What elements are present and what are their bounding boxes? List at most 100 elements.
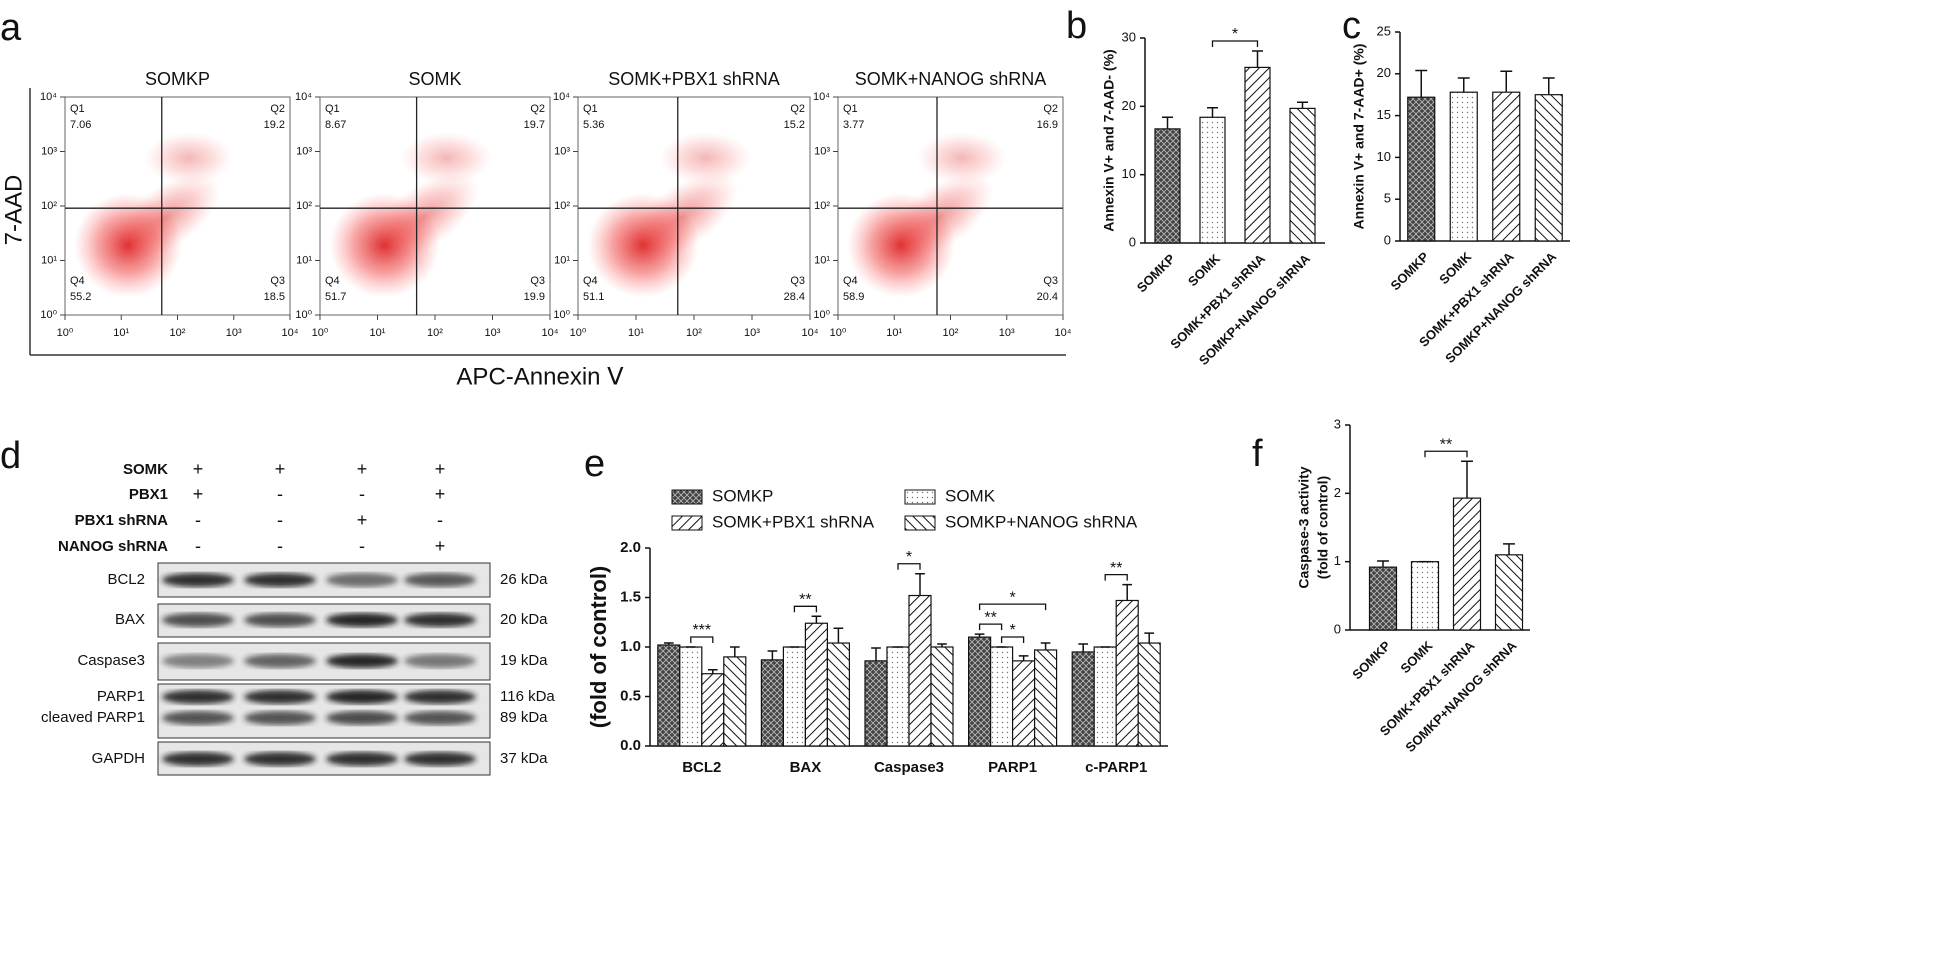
lane-sign: - [359,484,365,504]
condition-label: NANOG shRNA [58,538,168,555]
blot-band [404,752,476,766]
error-bar [767,650,778,660]
y-tick-label: 2 [1334,485,1341,500]
error-bar [1461,460,1473,499]
significance-bracket [978,603,1047,611]
bar [679,646,703,747]
lane-sign: + [435,459,446,479]
y-tick-label: 10³ [554,145,570,157]
significance-bracket [1424,450,1468,458]
blot-band [244,711,316,725]
y-axis-label: (fold of control) [1315,476,1331,579]
panel-label: b [1066,5,1087,47]
legend-swatch [671,515,703,531]
significance-label: * [1009,589,1015,606]
band-label: Caspase3 [77,652,145,669]
x-tick-label: 10⁴ [282,327,299,339]
quadrant-name: Q4 [325,275,340,287]
lane-sign: - [437,510,443,530]
x-tick-label: 10¹ [886,327,902,339]
y-tick-label: 10⁰ [813,309,830,321]
significance-label: *** [692,622,711,639]
significance-label: * [906,549,912,566]
lane-sign: + [193,459,204,479]
bar [804,622,829,747]
x-tick-label: 10⁰ [57,327,74,339]
legend-swatch [671,489,703,505]
x-tick-label: 10² [943,327,959,339]
y-tick-label: 30 [1122,29,1136,44]
y-tick-label: 10³ [41,145,57,157]
condition-label: PBX1 [129,486,168,503]
quadrant-name: Q3 [530,275,545,287]
bar [930,646,954,747]
panel-label: a [0,7,22,49]
significance-bracket [978,623,1003,631]
lane-sign: - [359,536,365,556]
y-tick-label: 10⁴ [813,91,830,103]
x-tick-label: c-PARP1 [1085,759,1147,776]
blot-band [326,752,398,766]
blot-band [162,690,234,704]
x-tick-label: BCL2 [682,759,721,776]
lane-sign: - [277,484,283,504]
blot-band [244,690,316,704]
blot-band [326,690,398,704]
bar [1154,128,1181,244]
significance-bracket [793,605,818,613]
cloud [884,172,994,261]
cloud [367,172,480,262]
quadrant-value: 58.9 [843,291,864,303]
quadrant-name: Q2 [790,103,805,115]
y-tick-label: 10 [1122,166,1136,181]
lane-sign: - [277,510,283,530]
bar [1033,649,1058,747]
bar [1071,651,1095,747]
quadrant-name: Q1 [583,103,598,115]
error-bar [1297,101,1308,109]
bar [1137,642,1161,747]
y-tick-label: 5 [1384,191,1391,206]
x-tick-label: 10¹ [113,327,129,339]
bar [1407,96,1436,242]
y-tick-label: 25 [1377,23,1391,38]
error-bar [1040,642,1051,650]
x-tick-label: SOMK [1397,638,1436,677]
quadrant-name: Q2 [270,103,285,115]
quadrant-value: 51.1 [583,291,604,303]
cloud [916,131,1007,185]
significance-bracket [690,636,714,643]
quadrant-name: Q4 [843,275,858,287]
bar [864,660,888,747]
quadrant-value: 3.77 [843,119,864,131]
x-tick-label: 10³ [999,327,1015,339]
band-size: 20 kDa [500,611,548,628]
y-tick-label: 10² [296,200,312,212]
x-tick-label: 10² [686,327,702,339]
error-bar [1018,655,1029,661]
y-tick-label: 10³ [296,145,312,157]
band-size: 26 kDa [500,571,548,588]
quadrant-value: 16.9 [1037,119,1058,131]
bar [967,636,992,747]
bar [1115,599,1139,747]
y-tick-label: 10⁴ [40,91,57,103]
blot-band [162,613,234,627]
lane-sign: - [277,536,283,556]
error-bar [707,669,718,674]
blot-band [326,711,398,725]
x-tick-label: 10⁴ [542,327,559,339]
y-tick-label: 20 [1377,65,1391,80]
band-label: GAPDH [92,750,145,767]
y-axis-label: (fold of control) [586,566,611,729]
x-tick-label: SOMK [1436,249,1475,288]
blot-band [244,752,316,766]
lane-sign: - [195,510,201,530]
blot-band [162,654,234,668]
y-tick-label: 1 [1334,553,1341,568]
panel-label: d [0,435,21,477]
bar [1368,566,1398,631]
error-bar [1207,106,1218,118]
